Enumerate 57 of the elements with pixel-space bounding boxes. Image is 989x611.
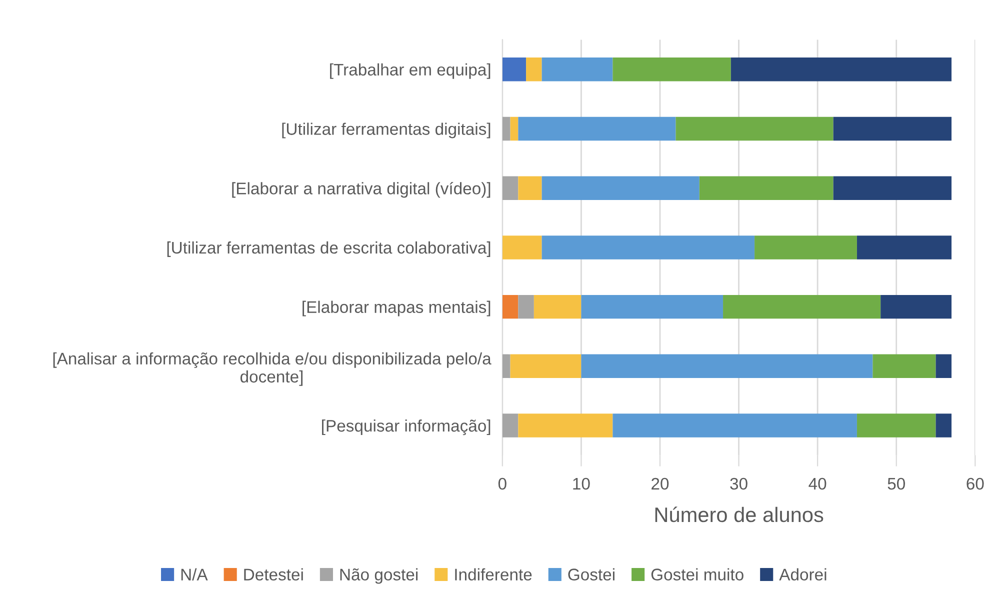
x-axis-title: Número de alunos — [655, 506, 824, 522]
bar — [542, 58, 613, 82]
bar — [676, 116, 834, 141]
x-tick-label: 40 — [808, 478, 826, 490]
bar — [510, 354, 582, 378]
bar — [856, 236, 952, 260]
bar — [526, 58, 542, 82]
legend-label: Adorei — [779, 568, 826, 580]
bar — [518, 176, 542, 200]
legend-label: Gostei muito — [651, 568, 744, 580]
legend-label: Indiferente — [455, 568, 532, 580]
bar — [510, 116, 518, 141]
bar — [502, 58, 526, 82]
bar — [542, 236, 755, 260]
bar — [754, 236, 857, 260]
bar — [518, 294, 534, 319]
legend-label: Detestei — [244, 568, 303, 580]
bar — [936, 354, 952, 378]
x-tick-label: 10 — [573, 478, 590, 490]
x-tick-label: 20 — [652, 478, 669, 490]
bar — [518, 414, 613, 438]
bar — [833, 116, 952, 141]
bar — [542, 176, 700, 200]
legend-label: Gostei — [568, 568, 614, 580]
bar — [502, 294, 518, 319]
bar — [581, 294, 724, 319]
x-tick-label: 60 — [966, 478, 984, 490]
bar — [502, 176, 518, 200]
bar — [502, 236, 542, 260]
x-tick-label: 30 — [730, 478, 748, 490]
x-tick-label: 0 — [498, 478, 506, 490]
legend-label: N/A — [181, 568, 208, 580]
y-tick-label: [Trabalhar em equipa] — [330, 63, 490, 79]
bar — [581, 354, 873, 378]
legend-label: Não gostei — [340, 568, 418, 584]
bar — [612, 58, 731, 82]
bar — [856, 414, 936, 438]
bar — [502, 414, 518, 438]
bar — [833, 176, 952, 200]
bar — [502, 354, 510, 378]
bar — [730, 58, 952, 82]
y-tick-label: [Elaborar mapas mentais] — [302, 300, 490, 316]
bar — [699, 176, 834, 200]
y-tick-label: [Utilizar ferramentas digitais] — [282, 122, 490, 138]
bar — [534, 294, 582, 319]
bar — [612, 414, 857, 438]
x-tick-label: 50 — [888, 478, 905, 490]
bar — [518, 116, 676, 141]
y-tick-label: [Analisar a informação recolhida e/ou disponibilizada pelo/a docente] — [53, 352, 492, 386]
y-tick-label: [Pesquisar informação] — [322, 419, 490, 436]
bar — [502, 116, 510, 141]
bar — [723, 294, 881, 319]
y-tick-label: [Utilizar ferramentas de escrita colaborativa] — [167, 241, 490, 257]
bar — [936, 414, 952, 438]
y-tick-label: [Elaborar a narrativa digital (vídeo)] — [232, 182, 490, 198]
bar — [880, 294, 952, 319]
bar — [872, 354, 936, 378]
